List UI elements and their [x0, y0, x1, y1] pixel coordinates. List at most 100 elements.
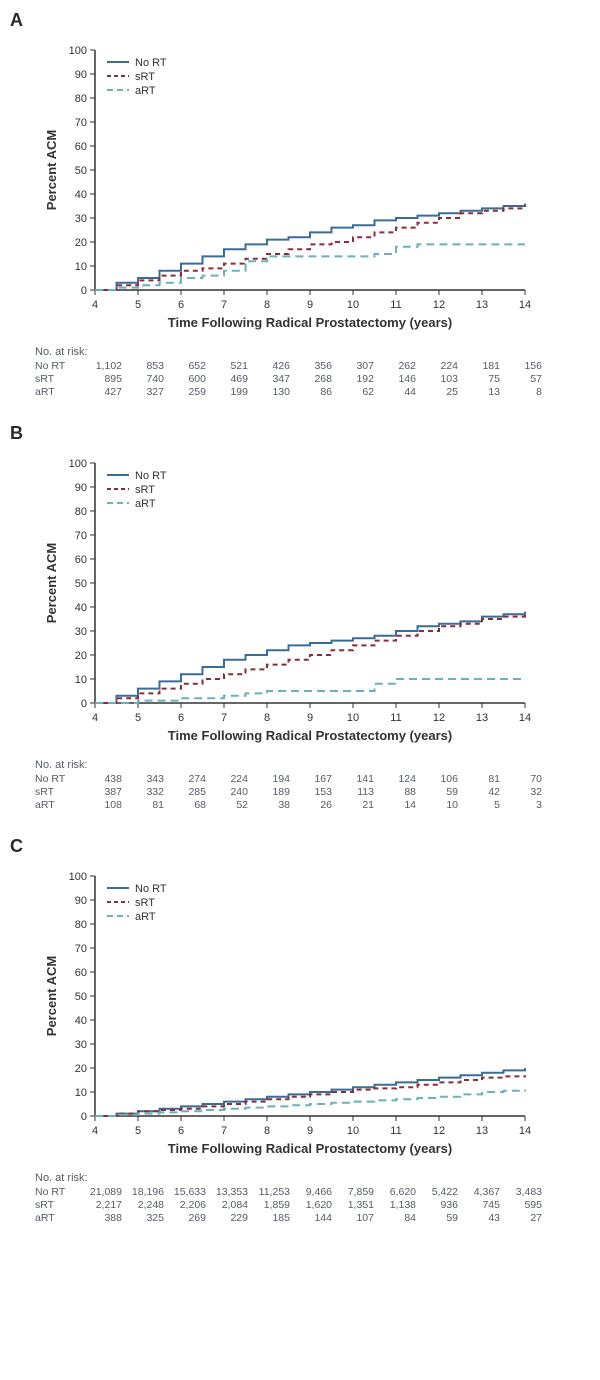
risk-cell: 181: [458, 360, 500, 372]
ytick-label: 10: [75, 1087, 87, 1099]
risk-cell: 52: [206, 799, 248, 811]
risk-row-label: aRT: [35, 799, 80, 811]
risk-cell: 356: [290, 360, 332, 372]
risk-cell: 853: [122, 360, 164, 372]
risk-table-A: No. at risk:No RT1,102853652521426356307…: [35, 346, 590, 398]
risk-cell: 438: [80, 773, 122, 785]
risk-cell: 427: [80, 386, 122, 398]
x-axis-label: Time Following Radical Prostatectomy (ye…: [168, 315, 452, 330]
risk-cell: 103: [416, 373, 458, 385]
risk-cell: 740: [122, 373, 164, 385]
ytick-label: 70: [75, 530, 87, 542]
risk-table-title: No. at risk:: [35, 759, 590, 771]
risk-cell: 113: [332, 786, 374, 798]
risk-cell: 70: [500, 773, 542, 785]
ytick-label: 70: [75, 117, 87, 129]
risk-cell: 13,353: [206, 1186, 248, 1198]
risk-cell: 13: [458, 386, 500, 398]
risk-cell: 32: [500, 786, 542, 798]
risk-cell: 108: [80, 799, 122, 811]
risk-cell: 167: [290, 773, 332, 785]
risk-cell: 224: [416, 360, 458, 372]
risk-cell: 1,351: [332, 1199, 374, 1211]
risk-cell: 57: [500, 373, 542, 385]
xtick-label: 4: [92, 712, 98, 724]
ytick-label: 80: [75, 919, 87, 931]
risk-cell: 285: [164, 786, 206, 798]
risk-cell: 199: [206, 386, 248, 398]
risk-cell: 21,089: [80, 1186, 122, 1198]
y-axis-label: Percent ACM: [44, 956, 59, 1036]
xtick-label: 11: [390, 1125, 401, 1137]
figure-container: A 01020304050607080901004567891011121314…: [10, 10, 590, 1224]
risk-row-label: No RT: [35, 360, 80, 372]
risk-cell: 156: [500, 360, 542, 372]
ytick-label: 20: [75, 237, 87, 249]
ytick-label: 40: [75, 1015, 87, 1027]
risk-cell: 387: [80, 786, 122, 798]
xtick-label: 10: [347, 712, 359, 724]
panel-B: B 01020304050607080901004567891011121314…: [10, 423, 590, 811]
xtick-label: 8: [264, 712, 270, 724]
xtick-label: 8: [264, 299, 270, 311]
risk-cell: 27: [500, 1212, 542, 1224]
risk-cell: 107: [332, 1212, 374, 1224]
ytick-label: 100: [69, 871, 87, 883]
risk-cell: 3: [500, 799, 542, 811]
risk-cell: 1,138: [374, 1199, 416, 1211]
ytick-label: 70: [75, 943, 87, 955]
ytick-label: 100: [69, 458, 87, 470]
risk-cell: 332: [122, 786, 164, 798]
risk-cell: 146: [374, 373, 416, 385]
risk-cell: 86: [290, 386, 332, 398]
xtick-label: 13: [476, 299, 488, 311]
risk-cell: 229: [206, 1212, 248, 1224]
xtick-label: 6: [178, 712, 184, 724]
risk-row-label: sRT: [35, 786, 80, 798]
risk-cell: 521: [206, 360, 248, 372]
ytick-label: 10: [75, 674, 87, 686]
xtick-label: 7: [221, 712, 227, 724]
y-axis-label: Percent ACM: [44, 130, 59, 210]
risk-row: aRT42732725919913086624425138: [35, 386, 590, 398]
xtick-label: 9: [307, 1125, 313, 1137]
risk-cell: 189: [248, 786, 290, 798]
risk-table-title: No. at risk:: [35, 346, 590, 358]
risk-cell: 75: [458, 373, 500, 385]
ytick-label: 80: [75, 506, 87, 518]
panel-A: A 01020304050607080901004567891011121314…: [10, 10, 590, 398]
ytick-label: 30: [75, 1039, 87, 1051]
risk-row-label: aRT: [35, 1212, 80, 1224]
risk-cell: 652: [164, 360, 206, 372]
risk-cell: 240: [206, 786, 248, 798]
risk-cell: 2,084: [206, 1199, 248, 1211]
risk-row: aRT38832526922918514410784594327: [35, 1212, 590, 1224]
legend-label: No RT: [135, 883, 167, 895]
risk-cell: 5: [458, 799, 500, 811]
risk-row: sRT8957406004693472681921461037557: [35, 373, 590, 385]
risk-cell: 81: [458, 773, 500, 785]
risk-cell: 81: [122, 799, 164, 811]
risk-cell: 194: [248, 773, 290, 785]
xtick-label: 10: [347, 299, 359, 311]
ytick-label: 100: [69, 45, 87, 57]
risk-cell: 259: [164, 386, 206, 398]
risk-cell: 6,620: [374, 1186, 416, 1198]
risk-cell: 10: [416, 799, 458, 811]
risk-cell: 600: [164, 373, 206, 385]
risk-cell: 2,217: [80, 1199, 122, 1211]
risk-cell: 327: [122, 386, 164, 398]
legend-label: No RT: [135, 57, 167, 69]
risk-row: sRT38733228524018915311388594232: [35, 786, 590, 798]
legend-label: No RT: [135, 470, 167, 482]
risk-cell: 895: [80, 373, 122, 385]
legend-label: aRT: [135, 85, 156, 97]
risk-table-C: No. at risk:No RT21,08918,19615,63313,35…: [35, 1172, 590, 1224]
xtick-label: 5: [135, 1125, 141, 1137]
risk-cell: 14: [374, 799, 416, 811]
ytick-label: 30: [75, 213, 87, 225]
risk-cell: 274: [164, 773, 206, 785]
risk-cell: 153: [290, 786, 332, 798]
xtick-label: 4: [92, 299, 98, 311]
risk-cell: 3,483: [500, 1186, 542, 1198]
